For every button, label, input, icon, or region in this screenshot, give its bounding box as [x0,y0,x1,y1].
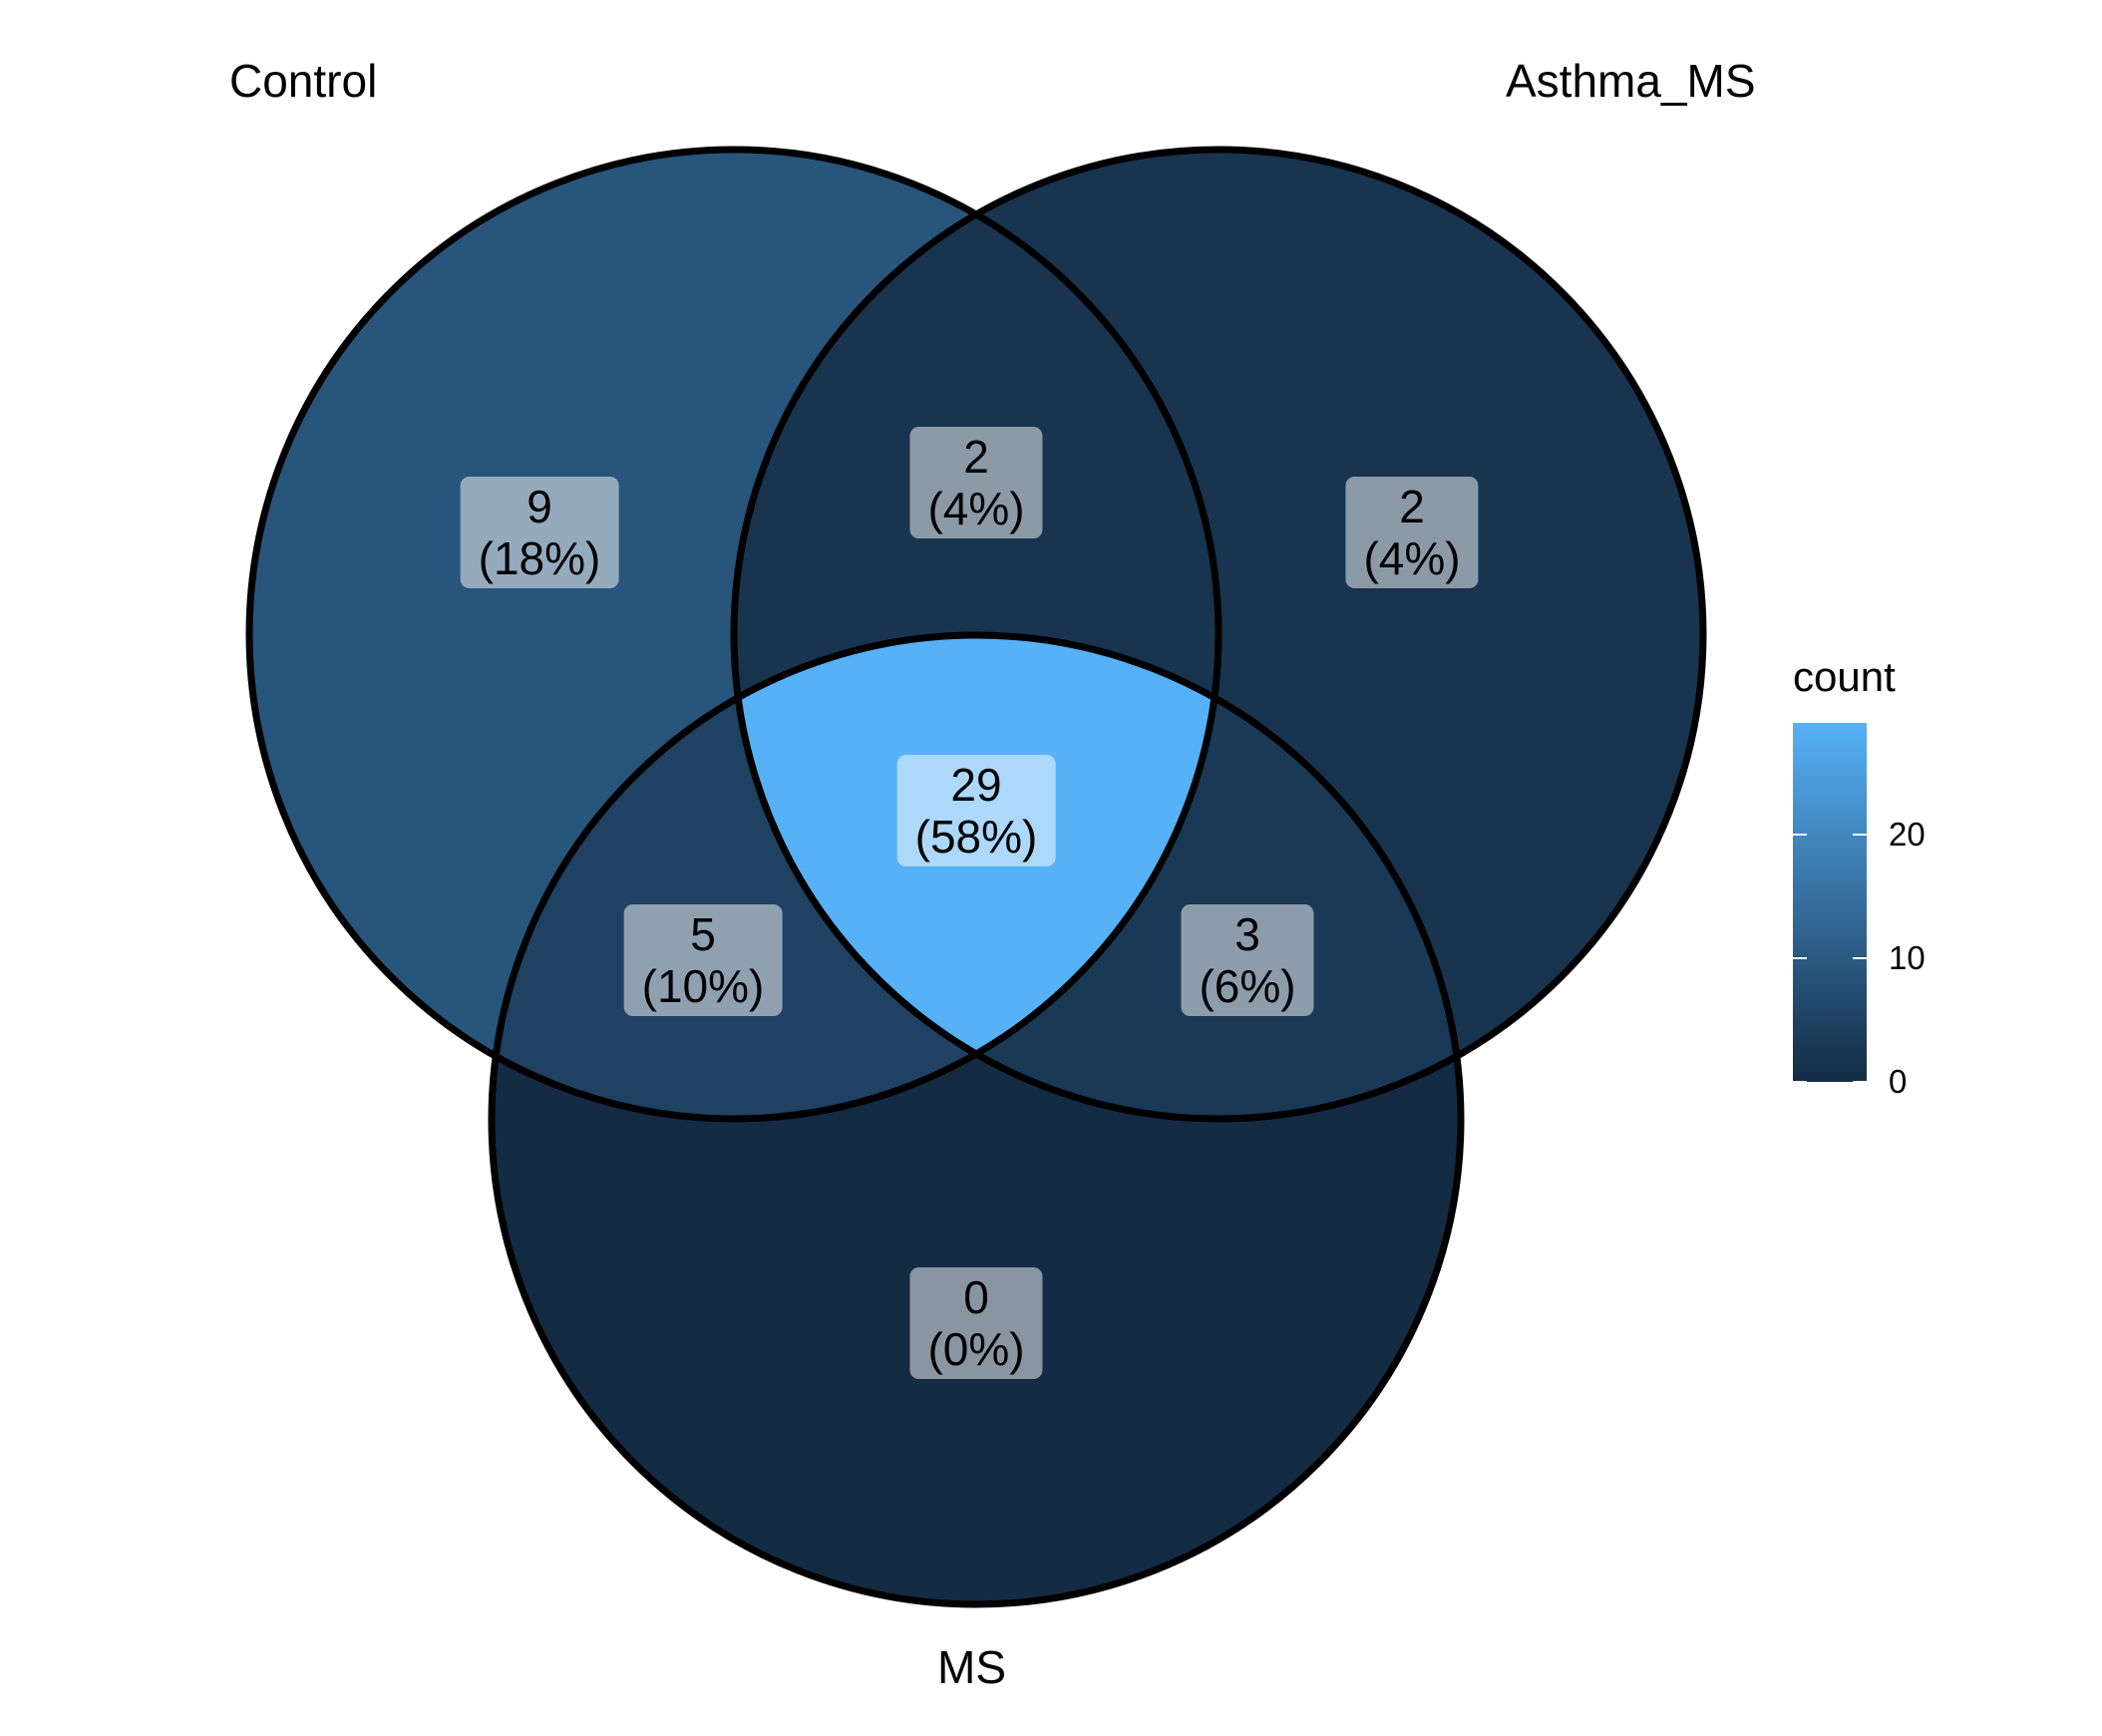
set-label-asthma-ms: Asthma_MS [1506,55,1756,107]
region-percent: (4%) [927,483,1025,534]
legend-tick-mark [1853,833,1867,836]
region-label-control-ms: 5 (10%) [623,904,783,1016]
region-count: 29 [950,759,1002,811]
region-percent: (10%) [641,960,765,1012]
set-outline-asthma-ms [730,146,1707,1123]
legend-tick-label: 0 [1889,1063,1908,1100]
legend-tick-mark [1853,956,1867,959]
region-asthma-ms [734,635,1461,1119]
region-count: 2 [1399,481,1425,532]
region-label-ms-only: 0 (0%) [909,1267,1043,1379]
region-label-control-only: 9 (18%) [460,477,619,588]
set-label-ms: MS [937,1641,1006,1693]
legend-tick-label: 10 [1889,938,1926,976]
region-count: 2 [963,431,989,483]
legend-tick-mark [1793,956,1807,959]
set-outline-ms [488,631,1465,1608]
legend-tick-mark [1793,1081,1807,1083]
region-percent: (18%) [478,532,601,584]
region-count: 9 [526,481,552,532]
set-outline-control [245,146,1223,1123]
region-percent: (58%) [914,811,1038,863]
region-label-asthma-ms: 3 (6%) [1181,904,1314,1016]
region-count: 3 [1234,908,1260,960]
set-label-control: Control [229,55,378,107]
region-percent: (6%) [1199,960,1296,1012]
region-control-ms [492,635,1219,1119]
legend-colorbar [1793,723,1867,1082]
region-percent: (0%) [927,1323,1025,1375]
region-percent: (4%) [1363,532,1461,584]
region-label-control-asthma: 2 (4%) [909,427,1043,538]
legend-title: count [1793,653,1896,700]
region-label-all-three: 29 (58%) [896,755,1056,867]
legend-tick-mark [1853,1081,1867,1083]
region-count: 5 [690,908,716,960]
region-count: 0 [963,1271,989,1323]
region-label-asthma-only: 2 (4%) [1345,477,1479,588]
legend-tick-mark [1793,833,1807,836]
legend-tick-label: 20 [1889,815,1926,853]
color-legend: count 0 10 20 [1793,653,2032,1102]
